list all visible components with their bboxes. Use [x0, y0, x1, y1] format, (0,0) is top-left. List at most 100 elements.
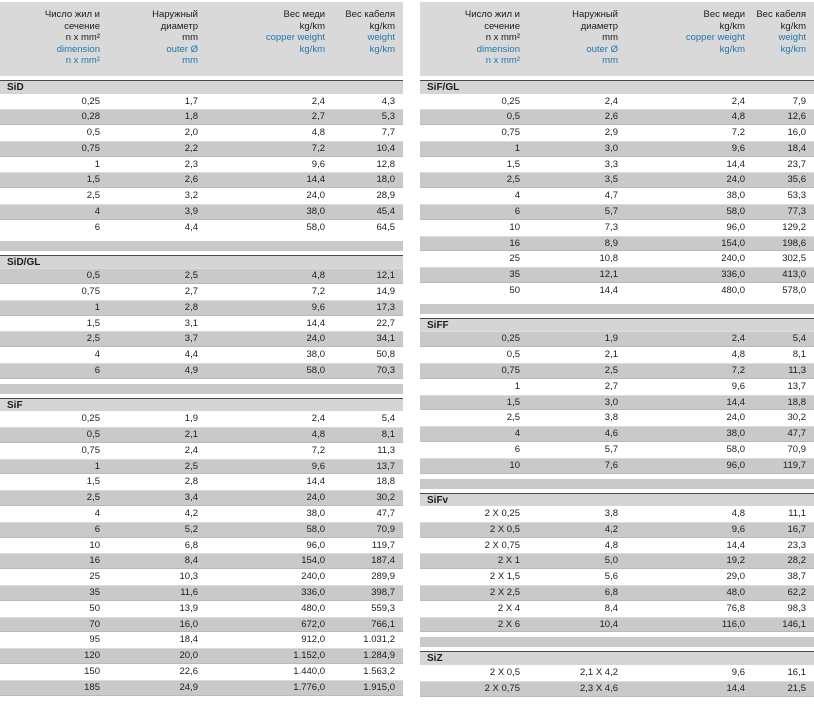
table-cell: 0,75	[81, 444, 101, 456]
section-title: SiD	[0, 80, 403, 94]
table-cell: 12,1	[599, 269, 619, 281]
table-row: 2 X 0,5 4,2 9,6 16,7	[420, 521, 814, 538]
header-cell: Число жил и сечение n x mm² dimension n x mm…	[0, 9, 100, 76]
table-row: 1,5 3,0 14,4 18,8	[420, 394, 814, 411]
table-cell: 2 X 0,75	[484, 539, 520, 551]
table-cell: 22,7	[376, 317, 396, 329]
header-label-en: mm	[602, 55, 618, 66]
table-row: 10 7,3 96,0 129,2	[420, 220, 814, 236]
table-cell: 25	[89, 571, 100, 583]
table-cell: 20,0	[179, 650, 199, 662]
table-row: 0,25 1,9 2,4 5,4	[0, 411, 403, 427]
header-label-ru: kg/km	[719, 20, 745, 32]
table-cell: 9,6	[731, 142, 745, 154]
table-row: 2 X 0,25 3,8 4,8 11,1	[420, 506, 814, 522]
table-cell: 53,3	[787, 190, 807, 202]
table-cell: 14,4	[726, 682, 746, 694]
header-label-en: weight	[367, 32, 395, 43]
table-cell: 16,1	[787, 666, 807, 678]
table-cell: 2,5	[604, 364, 618, 376]
table-cell: 480,0	[301, 602, 325, 614]
header-label-ru: сечение	[64, 20, 100, 32]
header-label-ru: Вес меди	[703, 9, 745, 20]
table-cell: 24,0	[306, 190, 326, 202]
table-cell: 11,3	[377, 444, 395, 456]
table-cell: 28,9	[376, 190, 396, 202]
table-cell: 2,4	[604, 95, 618, 107]
table-cell: 58,0	[726, 206, 746, 218]
table-cell: 16	[89, 555, 100, 567]
table-row: 0,28 1,8 2,7 5,3	[0, 109, 403, 126]
table-cell: 3,5	[604, 174, 618, 186]
table-row: 2,5 3,5 24,0 35,6	[420, 172, 814, 189]
table-cell: 559,3	[371, 602, 395, 614]
table-cell: 4,3	[381, 95, 395, 107]
right-table-column: Число жил и сечение n x mm² dimension n x mm…	[420, 2, 814, 697]
table-cell: 2,7	[604, 380, 618, 392]
table-cell: 2 X 0,25	[484, 508, 520, 520]
table-cell: 4,8	[604, 539, 618, 551]
table-row: 16 8,4 154,0 187,4	[0, 553, 403, 570]
table-cell: 0,28	[81, 111, 101, 123]
table-cell: 1,5	[506, 158, 520, 170]
table-cell: 14,4	[306, 476, 326, 488]
table-row: 2 X 0,75 2,3 X 4,6 14,4 21,5	[420, 680, 814, 697]
table-cell: 16,0	[787, 127, 807, 139]
table-row: 2 X 6 10,4 116,0 146,1	[420, 616, 814, 633]
table-cell: 154,0	[721, 237, 745, 249]
table-cell: 98,3	[787, 602, 807, 614]
table-row: 0,75 2,9 7,2 16,0	[420, 125, 814, 141]
table-cell: 4,9	[184, 364, 198, 376]
table-cell: 4,8	[311, 270, 325, 282]
table-cell: 7,9	[792, 95, 806, 107]
table-cell: 38,0	[726, 428, 746, 440]
table-cell: 11,3	[788, 364, 806, 376]
table-cell: 96,0	[726, 221, 746, 233]
table-cell: 23,7	[787, 158, 807, 170]
table-cell: 3,0	[604, 142, 618, 154]
table-cell: 2,2	[184, 142, 198, 154]
header-label-en: weight	[778, 32, 806, 43]
table-row: 1 3,0 9,6 18,4	[420, 140, 814, 157]
table-row: 25 10,8 240,0 302,5	[420, 251, 814, 267]
table-cell: 2,7	[184, 285, 198, 297]
table-cell: 2 X 2,5	[489, 587, 520, 599]
table-row: 2 X 2,5 6,8 48,0 62,2	[420, 585, 814, 601]
table-cell: 7,7	[381, 127, 395, 139]
table-row: 4 4,4 38,0 50,8	[0, 347, 403, 363]
table-cell: 1.152,0	[293, 650, 325, 662]
header-label-ru: mm	[602, 32, 618, 43]
table-cell: 4,8	[311, 429, 325, 441]
table-cell: 578,0	[782, 285, 806, 297]
header-label-en: outer Ø	[166, 43, 198, 55]
table-cell: 3,3	[604, 158, 618, 170]
table-row: 4 3,9 38,0 45,4	[0, 204, 403, 220]
table-cell: 146,1	[782, 618, 806, 630]
table-cell: 2,4	[184, 444, 198, 456]
table-row: 1,5 2,8 14,4 18,8	[0, 474, 403, 490]
table-cell: 45,4	[376, 206, 396, 218]
table-row: 185 24,9 1.776,0 1.915,0	[0, 679, 403, 696]
header-label-ru: n x mm²	[65, 32, 100, 43]
header-label-en: n x mm²	[65, 55, 100, 66]
table-cell: 58,0	[726, 443, 746, 455]
table-cell: 30,2	[376, 492, 396, 504]
table-row: 2 X 4 8,4 76,8 98,3	[420, 601, 814, 617]
table-cell: 1	[514, 142, 520, 154]
table-cell: 2,5	[86, 190, 100, 202]
table-cell: 1,7	[184, 95, 198, 107]
table-cell: 912,0	[301, 634, 325, 646]
table-cell: 96,0	[306, 539, 326, 551]
table-row: 0,75 2,5 7,2 11,3	[420, 362, 814, 379]
table-cell: 5,2	[184, 523, 198, 535]
table-header: Число жил и сечение n x mm² dimension n x mm…	[0, 2, 403, 76]
header-label-ru: Число жил и	[464, 9, 520, 20]
header-label-ru: Наружный	[152, 9, 198, 20]
table-cell: 4,8	[731, 349, 745, 361]
table-cell: 0,5	[86, 429, 100, 441]
header-label-ru: Вес кабеля	[756, 9, 806, 20]
table-cell: 0,25	[501, 95, 521, 107]
table-cell: 13,7	[376, 460, 396, 472]
table-cell: 7,6	[604, 459, 618, 471]
table-cell: 17,3	[376, 301, 396, 313]
